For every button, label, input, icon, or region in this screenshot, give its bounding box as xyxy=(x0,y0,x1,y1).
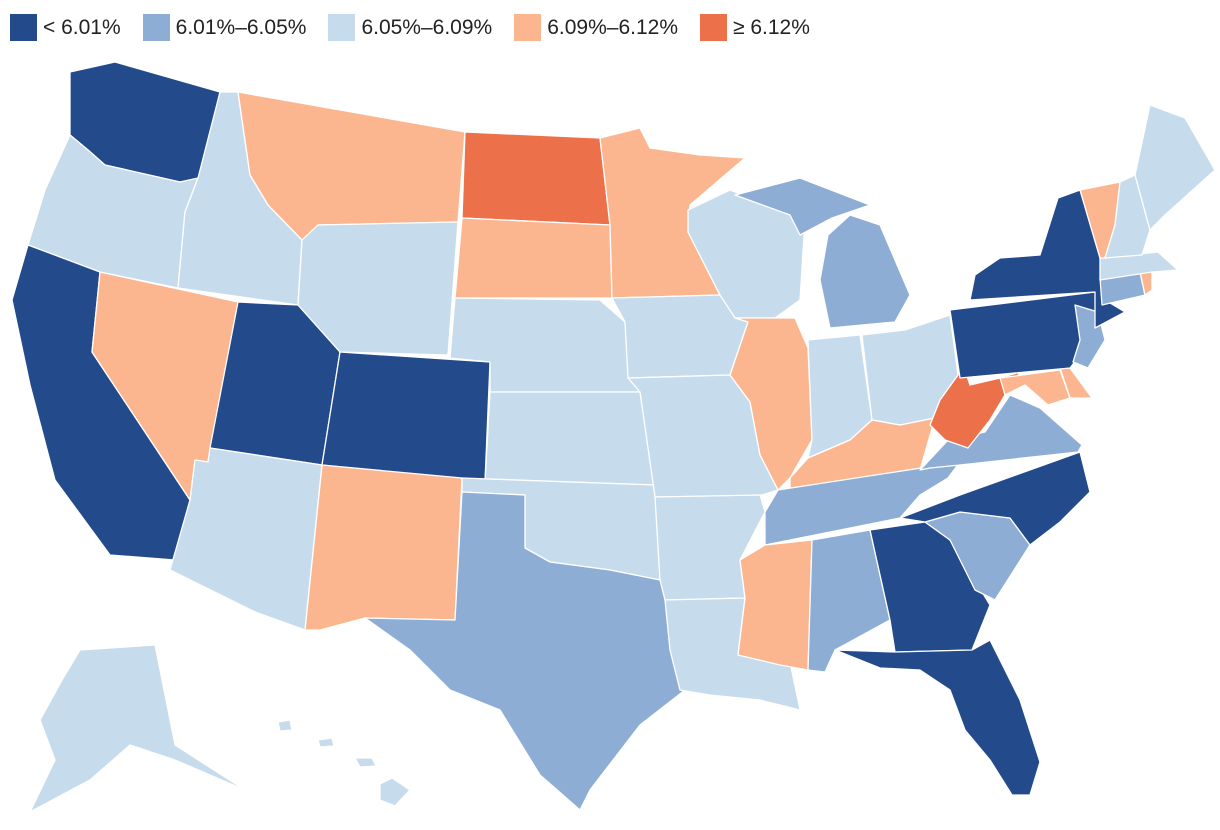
state-massachusetts[interactable] xyxy=(1099,251,1179,281)
legend-swatch xyxy=(142,14,170,41)
state-maine[interactable] xyxy=(1134,104,1216,231)
state-minnesota[interactable] xyxy=(599,127,746,299)
state-alaska[interactable] xyxy=(29,644,246,813)
legend-item-6-05-6-09: 6.05%–6.09% xyxy=(328,14,492,41)
state-north-carolina[interactable] xyxy=(899,451,1091,546)
state-pennsylvania[interactable] xyxy=(949,291,1101,379)
state-michigan[interactable] xyxy=(734,177,871,236)
state-north-dakota[interactable] xyxy=(461,131,611,226)
state-kansas[interactable] xyxy=(484,391,656,486)
legend-item-6-01-6-05: 6.01%–6.05% xyxy=(142,14,307,41)
legend-label: ≥ 6.12% xyxy=(733,15,810,39)
state-arizona[interactable] xyxy=(169,447,323,631)
state-new-mexico[interactable] xyxy=(304,464,463,631)
legend-item-gte-6-12: ≥ 6.12% xyxy=(700,14,810,41)
state-south-dakota[interactable] xyxy=(454,217,613,299)
legend-swatch xyxy=(700,14,727,41)
legend-item-6-09-6-12: 6.09%–6.12% xyxy=(514,14,678,41)
legend-label: 6.05%–6.09% xyxy=(361,15,493,39)
state-texas[interactable] xyxy=(364,491,686,811)
legend-item-lt-6-01: < 6.01% xyxy=(10,14,121,41)
state-michigan-lower[interactable] xyxy=(819,214,911,329)
legend: < 6.01% 6.01%–6.05% 6.05%–6.09% 6.09%–6.… xyxy=(10,14,832,41)
legend-label: 6.09%–6.12% xyxy=(547,15,678,39)
legend-swatch xyxy=(10,14,37,41)
state-hawaii-oahu[interactable] xyxy=(317,737,335,748)
legend-label: 6.01%–6.05% xyxy=(175,15,307,39)
state-hawaii[interactable] xyxy=(379,777,411,807)
legend-swatch xyxy=(328,14,356,41)
legend-label: < 6.01% xyxy=(43,15,121,39)
legend-swatch xyxy=(514,14,542,41)
state-mississippi[interactable] xyxy=(737,539,813,671)
state-hawaii-kauai[interactable] xyxy=(277,719,293,732)
state-florida[interactable] xyxy=(834,639,1041,796)
state-colorado[interactable] xyxy=(321,351,491,483)
state-hawaii-maui[interactable] xyxy=(354,757,377,768)
